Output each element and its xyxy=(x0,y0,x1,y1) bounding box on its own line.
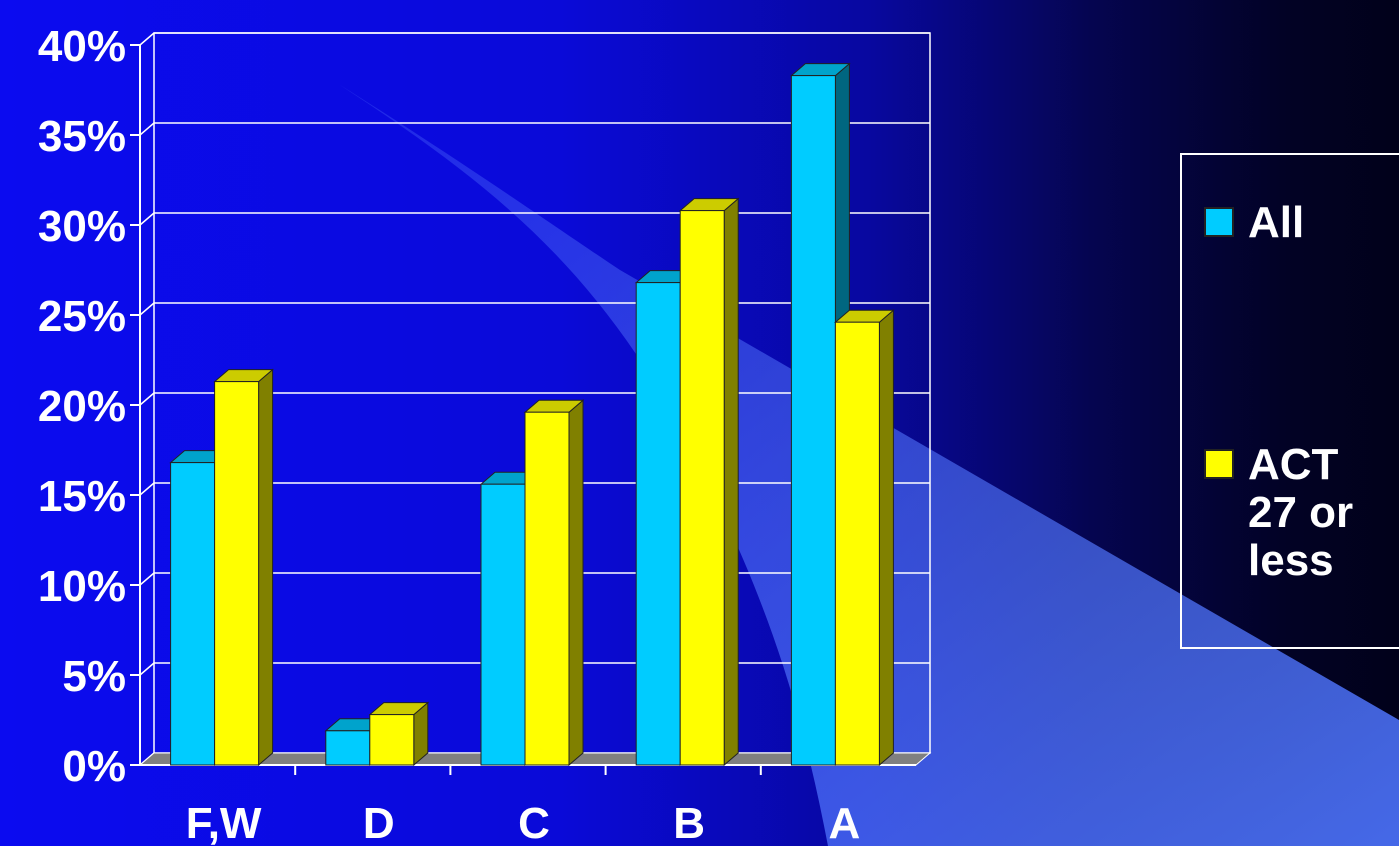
y-tick-label: 0% xyxy=(62,742,126,791)
legend-item-all: All xyxy=(1204,199,1388,247)
x-tick-label: C xyxy=(518,799,550,846)
y-tick-label: 20% xyxy=(38,382,126,431)
chart-legend: All ACT 27 or less xyxy=(1180,153,1399,649)
y-tick-label: 5% xyxy=(62,652,126,701)
legend-swatch-yellow xyxy=(1204,449,1234,479)
bar xyxy=(214,381,260,766)
bar-side xyxy=(258,368,274,767)
legend-item-act: ACT 27 or less xyxy=(1204,441,1388,585)
y-tick-label: 25% xyxy=(38,292,126,341)
bar-side xyxy=(568,399,584,767)
y-tick-label: 35% xyxy=(38,112,126,161)
bar-side xyxy=(723,197,739,767)
legend-label: All xyxy=(1248,198,1305,247)
bar xyxy=(790,75,836,766)
bar xyxy=(524,411,570,766)
bar xyxy=(834,321,880,766)
legend-label: ACT 27 or less xyxy=(1248,440,1354,585)
gridline-side xyxy=(139,302,155,316)
gridline-side xyxy=(139,482,155,496)
y-tick-label: 40% xyxy=(38,22,126,71)
gridline-side xyxy=(139,392,155,406)
bar xyxy=(679,210,725,766)
y-tick-label: 15% xyxy=(38,472,126,521)
legend-swatch-cyan xyxy=(1204,207,1234,237)
y-tick-label: 30% xyxy=(38,202,126,251)
x-tick-label: B xyxy=(673,799,705,846)
y-tick-label: 10% xyxy=(38,562,126,611)
x-tick-label: D xyxy=(363,799,395,846)
gridline-side xyxy=(139,572,155,586)
gridline-side xyxy=(139,122,155,136)
x-tick-label: A xyxy=(829,799,861,846)
bar xyxy=(635,282,681,766)
bar xyxy=(325,730,371,766)
x-tick-label: F,W xyxy=(186,799,262,846)
bar xyxy=(170,462,216,766)
bar-side xyxy=(878,309,894,767)
gridline-side xyxy=(139,662,155,676)
gridline-side xyxy=(139,212,155,226)
bar xyxy=(369,714,415,766)
gridline-side xyxy=(139,32,155,46)
bar xyxy=(480,483,526,766)
